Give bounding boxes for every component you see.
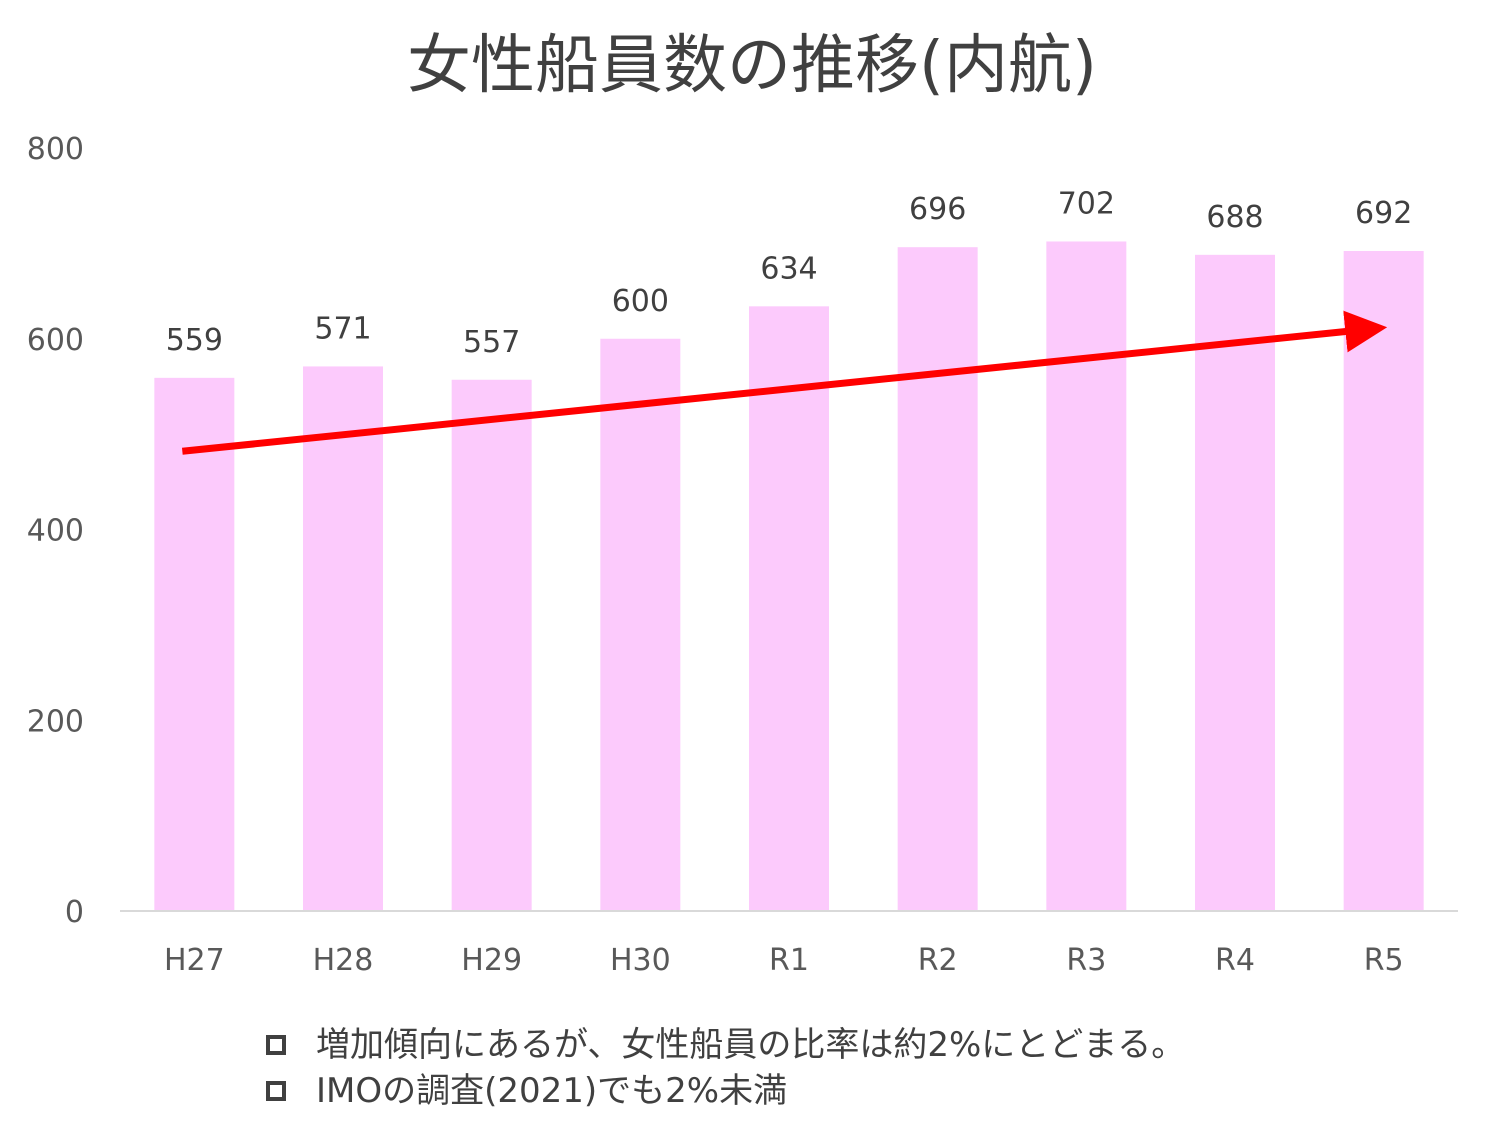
x-tick-label: R3: [1066, 943, 1106, 978]
trend-arrow: [181, 310, 1388, 455]
x-tick-label: H28: [313, 943, 374, 978]
bar: [897, 247, 978, 911]
note-text: 増加傾向にあるが、女性船員の比率は約2%にとどまる。: [316, 1025, 1186, 1065]
bar: [1195, 254, 1275, 911]
x-tick-label: R2: [918, 943, 958, 978]
data-label: 600: [612, 284, 669, 319]
bar: [303, 366, 383, 911]
annotations: [181, 310, 1388, 455]
y-axis-ticks: 0 200 400 600 800: [27, 132, 84, 930]
checkbox-square-icon: [266, 1081, 286, 1101]
x-tick-label: H27: [164, 943, 225, 978]
bar: [1343, 251, 1424, 911]
data-label: 692: [1355, 196, 1412, 231]
y-tick-label: 400: [27, 514, 84, 549]
bar: [1046, 241, 1127, 911]
checkbox-square-icon: [266, 1035, 286, 1055]
bars: [154, 241, 1424, 912]
y-tick-label: 0: [65, 895, 84, 930]
data-label: 696: [909, 192, 966, 227]
y-tick-label: 200: [27, 704, 84, 739]
note-row: 増加傾向にあるが、女性船員の比率は約2%にとどまる。: [262, 1022, 1462, 1068]
x-tick-label: H30: [610, 943, 671, 978]
x-tick-label: R5: [1364, 943, 1404, 978]
notes: 増加傾向にあるが、女性船員の比率は約2%にとどまる。 IMOの調査(2021)で…: [262, 1022, 1462, 1114]
chart-title: 女性船員数の推移(内航): [407, 29, 1097, 103]
note-row: IMOの調査(2021)でも2%未満: [262, 1068, 1462, 1114]
y-tick-label: 800: [27, 132, 84, 167]
y-tick-label: 600: [27, 323, 84, 358]
data-label: 702: [1058, 186, 1115, 221]
x-tick-label: R4: [1215, 943, 1255, 978]
bar: [600, 338, 681, 911]
bar: [154, 377, 235, 911]
note-text: IMOの調査(2021)でも2%未満: [316, 1071, 788, 1111]
x-axis-ticks: H27 H28 H29 H30 R1 R2 R3 R4 R5: [164, 943, 1404, 978]
data-label: 559: [166, 323, 223, 358]
data-label: 634: [760, 251, 817, 286]
x-tick-label: R1: [769, 943, 809, 978]
data-label: 688: [1206, 200, 1263, 235]
data-label: 557: [463, 325, 520, 360]
x-tick-label: H29: [461, 943, 522, 978]
data-label: 571: [314, 311, 371, 346]
data-labels: 559 571 557 600 634 696 702 688 692: [166, 186, 1413, 359]
bar: [749, 306, 829, 911]
bar: [451, 379, 532, 912]
